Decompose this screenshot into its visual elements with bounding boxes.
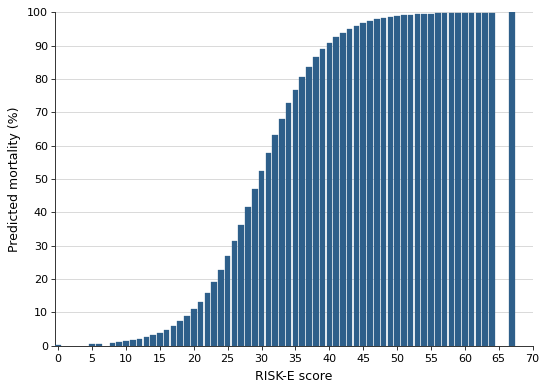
Bar [401, 15, 407, 346]
Y-axis label: Predicted mortality (%): Predicted mortality (%) [8, 106, 21, 252]
Bar [232, 241, 237, 346]
Bar [306, 66, 312, 346]
Bar [157, 333, 163, 346]
Bar [266, 152, 271, 346]
Bar [353, 26, 359, 346]
Bar [252, 189, 258, 346]
Bar [272, 135, 278, 346]
Bar [137, 339, 142, 346]
Bar [455, 13, 461, 346]
Bar [144, 337, 149, 346]
Bar [218, 270, 224, 346]
Bar [476, 13, 481, 346]
Bar [212, 282, 217, 346]
X-axis label: RISK-E score: RISK-E score [255, 369, 333, 383]
Bar [293, 90, 298, 346]
Bar [89, 344, 95, 346]
Bar [170, 326, 176, 346]
Bar [198, 301, 203, 346]
Bar [110, 343, 115, 346]
Bar [435, 13, 441, 346]
Bar [374, 19, 380, 346]
Bar [489, 13, 495, 346]
Bar [482, 13, 488, 346]
Bar [361, 23, 366, 346]
Bar [313, 57, 318, 346]
Bar [408, 15, 413, 346]
Bar [415, 14, 420, 346]
Bar [421, 14, 427, 346]
Bar [428, 14, 433, 346]
Bar [286, 103, 292, 346]
Bar [333, 37, 339, 346]
Bar [387, 17, 393, 346]
Bar [164, 330, 169, 346]
Bar [130, 340, 135, 346]
Bar [150, 335, 156, 346]
Bar [55, 345, 61, 346]
Bar [96, 344, 102, 346]
Bar [319, 49, 326, 346]
Bar [367, 21, 373, 346]
Bar [395, 16, 400, 346]
Bar [116, 342, 122, 346]
Bar [299, 77, 305, 346]
Bar [462, 13, 467, 346]
Bar [448, 13, 454, 346]
Bar [259, 171, 264, 346]
Bar [340, 32, 346, 346]
Bar [442, 13, 447, 346]
Bar [204, 292, 210, 346]
Bar [238, 224, 244, 346]
Bar [279, 118, 284, 346]
Bar [381, 18, 386, 346]
Bar [178, 321, 183, 346]
Bar [327, 43, 332, 346]
Bar [347, 29, 352, 346]
Bar [123, 341, 129, 346]
Bar [510, 13, 515, 346]
Bar [191, 309, 197, 346]
Bar [225, 256, 230, 346]
Bar [184, 316, 190, 346]
Bar [469, 13, 475, 346]
Bar [245, 207, 251, 346]
